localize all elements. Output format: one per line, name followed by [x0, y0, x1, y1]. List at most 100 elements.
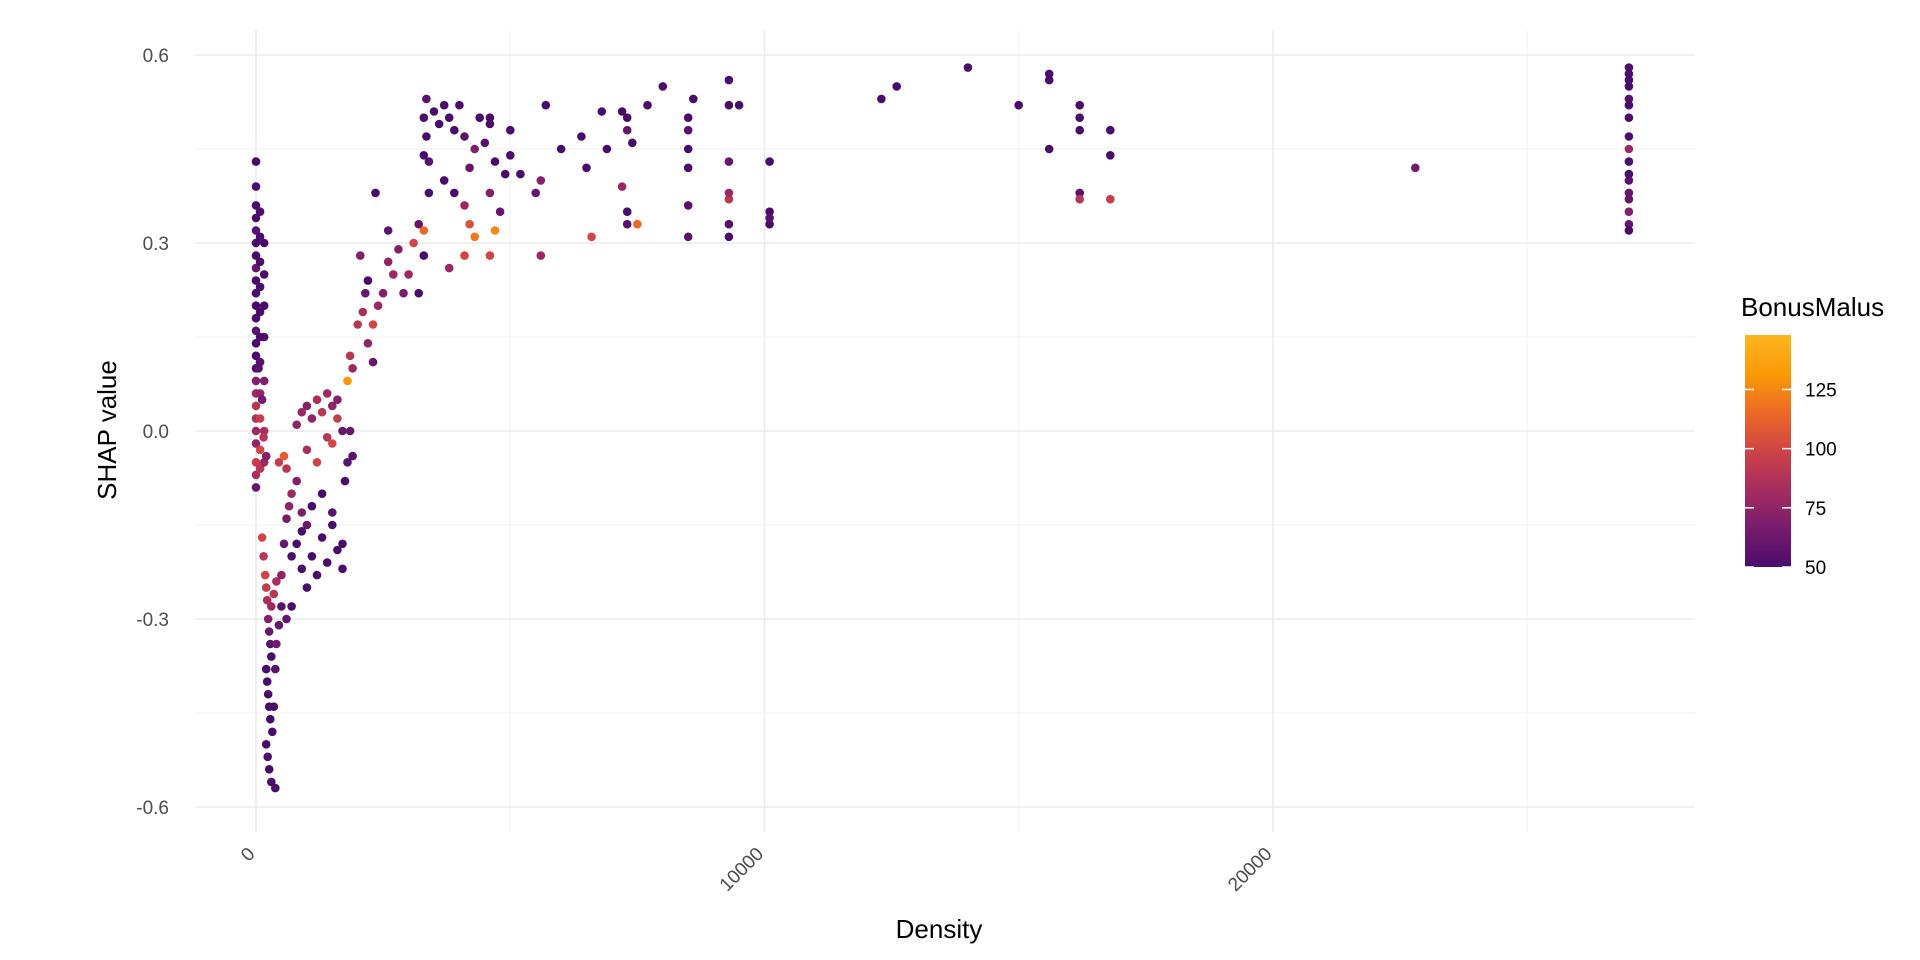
data-point: [617, 107, 627, 116]
data-point: [261, 583, 271, 592]
data-point: [274, 620, 284, 630]
data-point: [399, 288, 408, 298]
y-axis-title: SHAP value: [92, 360, 122, 500]
data-point: [312, 570, 322, 580]
data-point: [261, 664, 271, 674]
data-point: [434, 119, 444, 129]
data-point: [371, 188, 380, 198]
data-point: [1624, 100, 1634, 110]
legend-tick-label: 50: [1805, 558, 1826, 579]
x-tick-label: 10000: [716, 844, 768, 896]
data-point: [1624, 226, 1634, 235]
data-point: [251, 213, 261, 223]
data-point: [251, 439, 261, 448]
data-point: [277, 602, 286, 611]
data-point: [307, 414, 317, 423]
data-point: [622, 207, 632, 216]
data-point: [455, 100, 464, 110]
data-point: [263, 752, 273, 762]
data-point: [383, 226, 393, 235]
legend-tick-label: 100: [1805, 440, 1837, 461]
data-point: [1106, 194, 1115, 204]
data-point: [506, 151, 515, 160]
data-point: [485, 113, 495, 122]
data-point: [292, 420, 302, 430]
data-point: [536, 176, 546, 185]
data-point: [267, 602, 276, 611]
data-point: [378, 288, 388, 298]
data-point: [251, 251, 261, 260]
data-point: [622, 219, 632, 229]
data-point: [282, 614, 291, 624]
data-point: [287, 552, 296, 561]
data-point: [683, 163, 693, 173]
data-point: [1624, 69, 1634, 79]
data-point: [263, 614, 273, 624]
data-point: [602, 144, 612, 154]
data-point: [338, 539, 347, 549]
data-point: [251, 263, 261, 273]
data-point: [255, 414, 265, 423]
data-point: [444, 263, 454, 273]
data-point: [1624, 176, 1634, 185]
data-point: [724, 157, 734, 166]
data-point: [251, 157, 261, 166]
data-point: [1106, 151, 1115, 160]
data-point: [262, 677, 272, 686]
data-point: [419, 251, 429, 260]
data-point: [259, 552, 268, 561]
legend-title: BonusMalus: [1741, 292, 1884, 322]
data-point: [257, 395, 267, 405]
data-point: [485, 119, 495, 129]
data-point: [287, 489, 296, 499]
data-point: [271, 664, 280, 674]
data-point: [1044, 69, 1054, 79]
data-point: [556, 144, 566, 154]
data-point: [683, 125, 693, 135]
data-point: [251, 470, 261, 480]
color-legend: BonusMalus 50 75 100 125: [1741, 292, 1884, 579]
data-point: [495, 207, 505, 216]
data-point: [622, 113, 632, 122]
data-point: [633, 219, 642, 229]
data-point: [317, 489, 327, 499]
data-point: [282, 464, 291, 473]
data-point: [724, 188, 734, 198]
data-point: [1075, 125, 1084, 135]
data-point: [1075, 188, 1084, 198]
data-point: [439, 100, 449, 110]
data-point: [404, 270, 413, 279]
data-point: [541, 100, 551, 110]
data-point: [261, 451, 271, 461]
data-point: [465, 163, 474, 173]
data-point: [429, 107, 439, 116]
data-point: [251, 226, 261, 235]
data-point: [368, 320, 378, 329]
x-tick-label: 20000: [1224, 844, 1276, 896]
data-point: [414, 219, 424, 229]
data-point: [297, 527, 307, 536]
data-point: [343, 376, 352, 386]
data-point: [963, 63, 973, 72]
data-point: [312, 458, 322, 467]
data-point: [266, 714, 275, 724]
data-point: [297, 407, 307, 417]
data-point: [460, 201, 469, 210]
data-point: [348, 451, 357, 461]
data-point: [269, 702, 279, 711]
data-point: [500, 169, 510, 179]
data-point: [328, 508, 337, 517]
data-point: [480, 138, 490, 148]
y-tick-label: 0.6: [143, 46, 169, 67]
data-point: [259, 270, 269, 279]
data-point: [465, 219, 474, 229]
data-point: [255, 307, 265, 317]
data-point: [485, 251, 495, 260]
data-point: [302, 583, 312, 592]
data-point: [1624, 63, 1634, 72]
data-point: [394, 245, 403, 254]
data-point: [1624, 207, 1634, 216]
data-point: [264, 765, 274, 774]
data-point: [689, 94, 698, 104]
